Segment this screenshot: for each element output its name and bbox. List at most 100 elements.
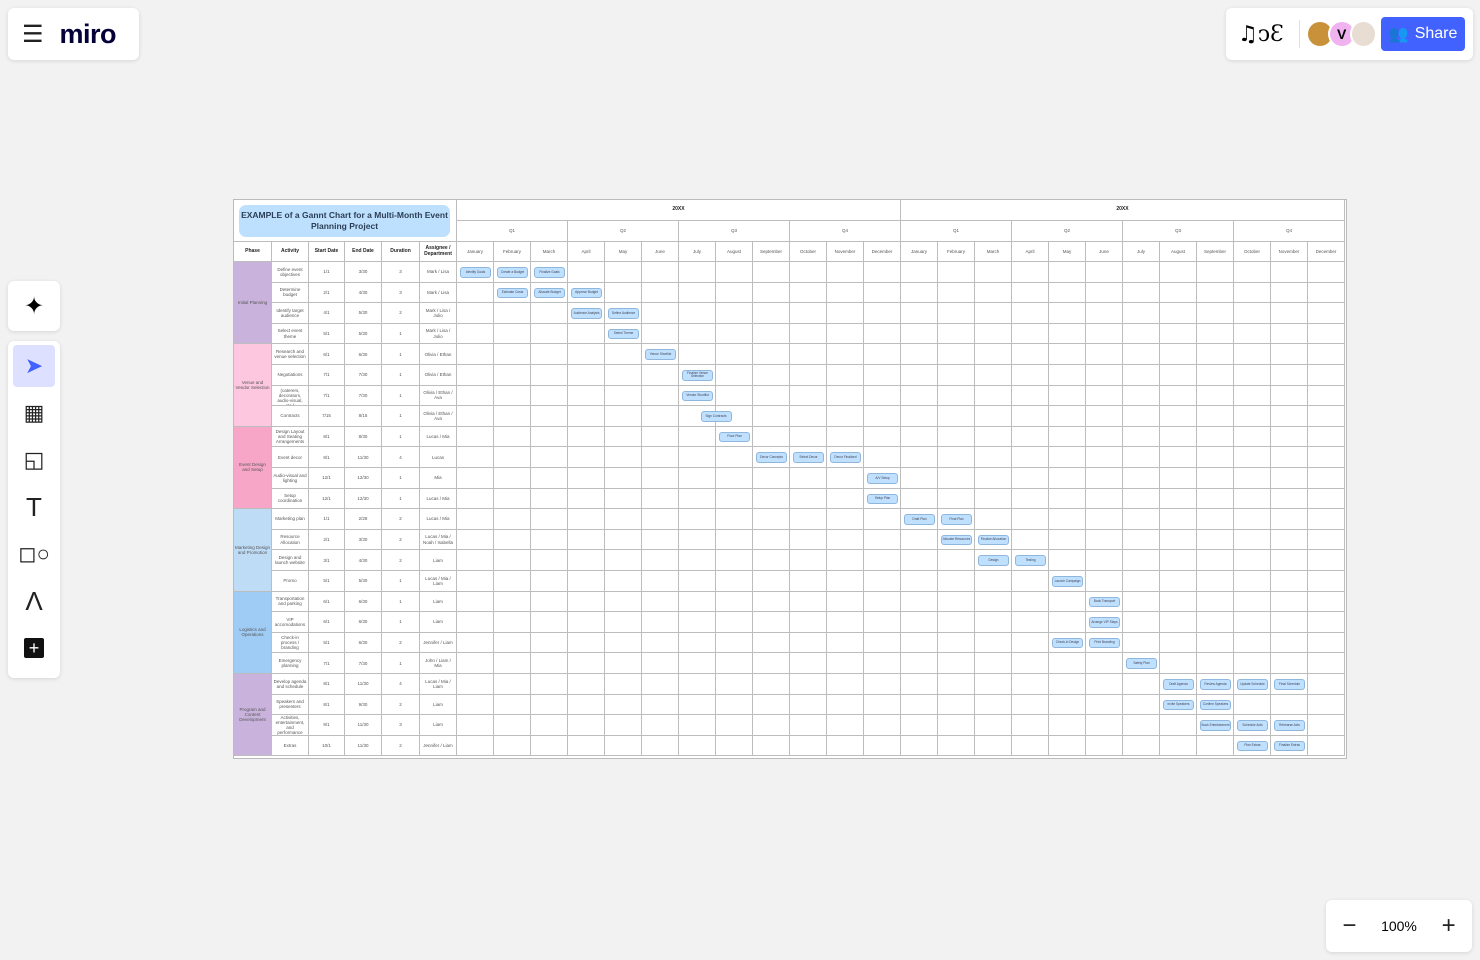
timeline-cell bbox=[864, 509, 901, 530]
gantt-bar[interactable]: Estimate Costs bbox=[497, 287, 528, 299]
zoom-in-button[interactable]: + bbox=[1441, 912, 1456, 939]
gantt-bar[interactable]: Create a Budget bbox=[497, 267, 528, 278]
row-duration: 1 bbox=[382, 612, 420, 633]
timeline-cell bbox=[679, 653, 716, 674]
timeline-cell bbox=[864, 344, 901, 365]
shapes-tool[interactable]: ◻○ bbox=[13, 533, 55, 575]
gantt-bar[interactable]: Schedule Acts bbox=[1237, 720, 1268, 731]
gantt-bar[interactable]: Update Schedule bbox=[1237, 679, 1268, 690]
ai-sparkle-button[interactable]: ✦ bbox=[8, 281, 60, 331]
quarter-header: Q1 bbox=[901, 221, 1012, 242]
gantt-bar[interactable]: Approve Budget bbox=[571, 287, 602, 299]
timeline-cell bbox=[827, 509, 864, 530]
gantt-bar[interactable]: Arrange VIP Stays bbox=[1089, 617, 1120, 628]
gantt-bar[interactable]: Invite Speakers bbox=[1163, 699, 1194, 711]
gantt-bar[interactable]: Audience Analysis bbox=[571, 308, 602, 319]
gantt-bar[interactable]: Print Branding bbox=[1089, 637, 1120, 649]
templates-tool[interactable]: ▦ bbox=[13, 392, 55, 434]
timeline-cell bbox=[568, 653, 605, 674]
gantt-bar[interactable]: Identify Goals bbox=[460, 267, 491, 278]
miro-logo[interactable]: miro bbox=[59, 18, 117, 49]
gantt-bar[interactable]: Confirm Speakers bbox=[1200, 699, 1231, 711]
gantt-bar[interactable]: Draft Agenda bbox=[1163, 679, 1194, 690]
month-header: December bbox=[1308, 242, 1345, 262]
timeline-cell bbox=[1086, 529, 1123, 551]
gantt-bar[interactable]: Vendor Shortlist bbox=[682, 390, 713, 402]
add-tool[interactable]: + bbox=[13, 627, 55, 669]
gantt-bar[interactable]: Finalize Extras bbox=[1274, 740, 1305, 752]
month-header: November bbox=[1271, 242, 1308, 262]
timeline-cell bbox=[1197, 468, 1234, 489]
timeline-cell bbox=[605, 653, 642, 674]
gantt-bar[interactable]: Check-in Design bbox=[1052, 637, 1083, 649]
timeline-cell bbox=[790, 344, 827, 365]
hamburger-icon[interactable]: ☰ bbox=[22, 20, 44, 48]
gantt-bar[interactable]: Final Plan bbox=[941, 514, 972, 525]
gantt-bar[interactable]: Rehearse Acts bbox=[1274, 720, 1305, 731]
gantt-bar[interactable]: Venue Shortlist bbox=[645, 349, 676, 360]
gantt-bar[interactable]: A/V Setup bbox=[867, 473, 898, 484]
timeline-cell bbox=[1012, 715, 1049, 736]
zoom-out-button[interactable]: − bbox=[1342, 912, 1357, 939]
timeline-cell bbox=[679, 468, 716, 489]
timeline-cell bbox=[605, 715, 642, 736]
row-start: 4/1 bbox=[309, 303, 345, 324]
gantt-bar[interactable]: Final Schedule bbox=[1274, 679, 1305, 690]
gantt-bar[interactable]: Allocate Budget bbox=[534, 287, 565, 299]
gantt-bar[interactable]: Decor Finalized bbox=[830, 452, 861, 463]
gantt-bar[interactable]: Decor Concepts bbox=[756, 452, 787, 463]
gantt-bar[interactable]: Launch Campaign bbox=[1052, 576, 1083, 587]
timeline-cell bbox=[568, 303, 605, 324]
reactions-icon[interactable]: ♫ↄƐ bbox=[1238, 21, 1284, 47]
select-tool[interactable]: ➤ bbox=[13, 345, 55, 387]
timeline-cell bbox=[457, 303, 494, 324]
timeline-cell bbox=[716, 426, 753, 448]
avatar[interactable]: V bbox=[1327, 20, 1356, 48]
timeline-cell bbox=[568, 529, 605, 551]
timeline-cell bbox=[1308, 468, 1345, 489]
timeline-cell bbox=[1086, 282, 1123, 304]
timeline-cell bbox=[457, 674, 494, 695]
gantt-bar[interactable]: Select Decor bbox=[793, 452, 824, 463]
timeline-cell bbox=[1049, 632, 1086, 654]
timeline-cell bbox=[1197, 632, 1234, 654]
gantt-bar[interactable]: Select Theme bbox=[608, 328, 639, 340]
gantt-bar[interactable]: Testing bbox=[1015, 555, 1046, 566]
timeline-cell bbox=[457, 447, 494, 468]
timeline-cell bbox=[1308, 282, 1345, 304]
avatar[interactable] bbox=[1349, 20, 1378, 48]
timeline-cell bbox=[1234, 715, 1271, 736]
gantt-bar[interactable]: Draft Plan bbox=[904, 514, 935, 525]
timeline-cell bbox=[531, 344, 568, 365]
gantt-bar[interactable]: Define Audience bbox=[608, 308, 639, 319]
share-button[interactable]: 👥 Share bbox=[1381, 17, 1465, 51]
gantt-bar[interactable]: Finalize Allocation bbox=[978, 534, 1009, 546]
gantt-chart-frame[interactable]: EXAMPLE of a Gannt Chart for a Multi-Mon… bbox=[233, 199, 1347, 759]
gantt-bar[interactable]: Book Entertainment bbox=[1200, 720, 1231, 731]
row-assignee: Liam bbox=[420, 694, 457, 716]
timeline-cell bbox=[1197, 344, 1234, 365]
timeline-cell bbox=[1160, 323, 1197, 345]
pen-tool[interactable]: Λ bbox=[13, 580, 55, 622]
gantt-bar[interactable]: Allocate Resources bbox=[941, 534, 972, 546]
sticky-note-tool[interactable]: ◱ bbox=[13, 439, 55, 481]
gantt-bar[interactable]: Floor Plan bbox=[719, 431, 750, 443]
timeline-cell bbox=[827, 344, 864, 365]
timeline-cell bbox=[679, 694, 716, 716]
gantt-bar[interactable]: Finalize Venue Selection bbox=[682, 370, 713, 381]
gantt-bar[interactable]: Finalize Goals bbox=[534, 267, 565, 278]
text-tool[interactable]: T bbox=[13, 486, 55, 528]
gantt-bar[interactable]: Safety Plan bbox=[1126, 658, 1157, 669]
timeline-cell bbox=[864, 468, 901, 489]
zoom-level[interactable]: 100% bbox=[1381, 918, 1417, 934]
quarter-header: Q2 bbox=[568, 221, 679, 242]
gantt-bar[interactable]: Plan Extras bbox=[1237, 740, 1268, 752]
gantt-bar[interactable]: Sign Contracts bbox=[700, 411, 732, 422]
gantt-bar[interactable]: Book Transport bbox=[1089, 596, 1120, 608]
row-activity: Speakers and presenters bbox=[272, 694, 309, 716]
gantt-bar[interactable]: Setup Plan bbox=[867, 493, 898, 505]
quarter-header: Q3 bbox=[679, 221, 790, 242]
row-activity: Audio-visual and lighting bbox=[272, 468, 309, 489]
gantt-bar[interactable]: Design bbox=[978, 555, 1009, 566]
gantt-bar[interactable]: Review Agenda bbox=[1200, 679, 1231, 690]
